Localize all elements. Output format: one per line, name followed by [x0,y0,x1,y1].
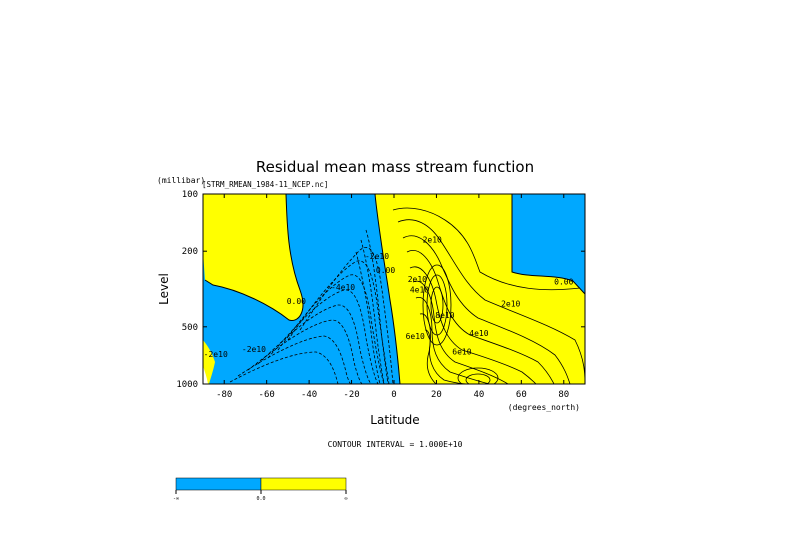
y-axis: 100 200 500 1000 [176,190,585,390]
zero-contours [204,194,585,384]
plot-area: 2e10 2e10 4e10 6e10 8e10 2e10 4e10 6e10 0.00 0.00… [203,194,585,384]
colorbar-segment-negative [175,477,262,491]
contour-label: -4e10 [331,283,355,292]
colorbar-label-min: -∞ [173,496,179,502]
contour-label: 2e10 [423,236,442,245]
contour-label: 0.00 [287,297,306,306]
positive-region-southwest [203,194,303,321]
x-axis: -80 -60 -40 -20 0 20 40 60 80 [216,194,569,400]
x-tick-label: 80 [558,390,569,400]
contour-label: 4e10 [410,286,429,295]
contour-label: 2e10 [501,299,520,308]
x-tick-label: -80 [216,390,232,400]
x-tick-label: -20 [343,390,359,400]
x-tick-label: 0 [391,390,396,400]
contour-label: 0.00 [554,278,573,287]
x-tick-label: 40 [473,390,484,400]
positive-region-antarctic [203,340,215,384]
x-tick-label: 20 [431,390,442,400]
contour-label: 0.00 [376,266,395,275]
x-axis-title: Latitude [370,413,419,427]
y-axis-title: Level [157,273,171,305]
colorbar: -∞ 0.0 ∞ [173,477,348,502]
x-tick-label: -40 [301,390,317,400]
x-tick-label: 60 [516,390,527,400]
contour-label: -2e10 [204,350,228,359]
y-tick-label: 500 [182,323,198,333]
contour-label: 8e10 [435,311,454,320]
colorbar-label-max: ∞ [344,496,347,502]
contour-interval-label: CONTOUR INTERVAL = 1.000E+10 [328,440,463,449]
contour-label: 2e10 [408,275,427,284]
colorbar-segment-positive [260,477,347,491]
x-tick-label: -60 [259,390,275,400]
chart-subtitle: [STRM_RMEAN_1984-11_NCEP.nc] [202,180,328,189]
y-tick-label: 1000 [176,380,198,390]
contour-label: 6e10 [406,332,425,341]
positive-contours [392,207,585,384]
y-tick-label: 100 [182,190,198,200]
positive-region-tropics [375,194,585,384]
chart-title: Residual mean mass stream function [256,158,534,176]
y-tick-label: 200 [182,247,198,257]
contour-label: 4e10 [469,329,488,338]
contour-label: -2e10 [365,252,389,261]
contour-labels: 2e10 2e10 4e10 6e10 8e10 2e10 4e10 6e10 0.00 0.00… [204,236,574,359]
contour-label: 6e10 [452,348,471,357]
contour-label: -2e10 [242,345,266,354]
missing-data-region [203,366,208,384]
x-units-label: (degrees_north) [508,403,580,412]
y-units-label: (millibar) [157,176,205,185]
colorbar-label-zero: 0.0 [256,496,265,502]
negative-contours [229,229,394,384]
